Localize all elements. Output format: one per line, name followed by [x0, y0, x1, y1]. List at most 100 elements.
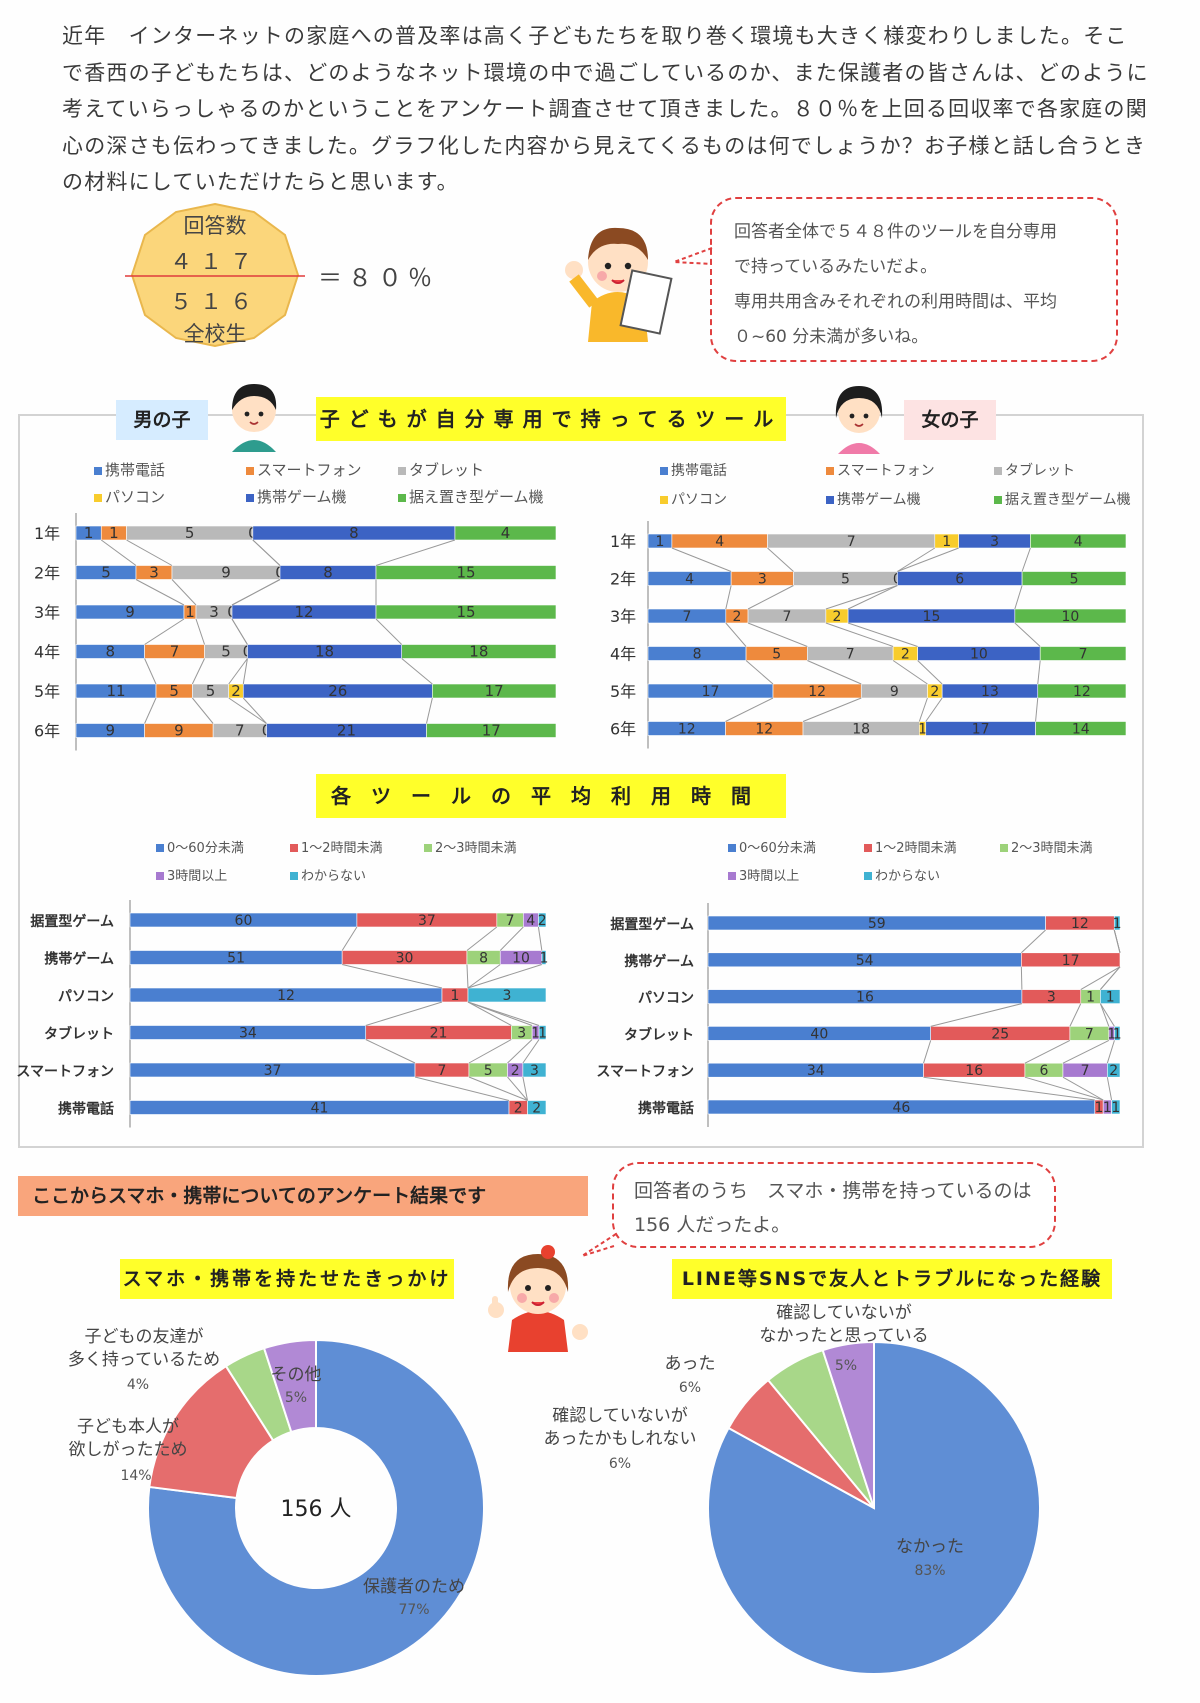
connector-line	[802, 697, 862, 722]
connector-line	[365, 1001, 443, 1026]
data-label: 2	[1109, 1063, 1118, 1079]
slice-label: 欲しがったため	[69, 1440, 188, 1460]
legend-label: 2～3時間未満	[1011, 841, 1093, 856]
girl-thumbs-up-illustration	[488, 1245, 588, 1352]
legend-label: 3時間以上	[167, 869, 227, 884]
slice-label: なかった	[896, 1537, 964, 1557]
data-label: 3	[503, 988, 512, 1004]
legend-label: 携帯電話	[105, 461, 165, 479]
legend-label: スマートフォン	[257, 461, 362, 479]
legend-label: 3時間以上	[739, 869, 799, 884]
data-label: 3	[1047, 990, 1056, 1006]
category-label: 5年	[34, 682, 60, 701]
bar-segment	[1114, 1026, 1121, 1041]
connector-line	[747, 622, 808, 647]
connector-line	[1020, 966, 1023, 990]
connector-line	[228, 697, 267, 724]
data-label: 1	[655, 534, 664, 550]
data-label: 15	[456, 564, 475, 582]
connector-line	[923, 1076, 1095, 1101]
connector-line	[767, 547, 794, 572]
connector-line	[522, 1039, 540, 1064]
data-label: 1	[539, 951, 548, 967]
connector-line	[522, 1076, 529, 1101]
bar-segment	[1035, 721, 1127, 736]
connector-line	[1069, 1003, 1082, 1027]
data-label: 8	[693, 647, 702, 663]
data-label: 4	[1074, 534, 1083, 550]
bar-segment	[1107, 1062, 1121, 1078]
legend-swatch	[1000, 844, 1008, 852]
category-label: 4年	[34, 643, 60, 662]
connector-line	[1100, 966, 1121, 990]
intro-line: 心の深さも伝わってきました。グラフ化した内容から見えてくるものは何でしょうか？お…	[62, 133, 1147, 158]
data-label: 8	[349, 524, 359, 542]
data-label: 5	[484, 1063, 493, 1079]
category-label: 携帯電話	[58, 1101, 114, 1118]
data-label: 5	[185, 524, 195, 542]
slice-label: 子どもの友達が	[85, 1327, 204, 1347]
slice-percent: 77%	[398, 1602, 429, 1618]
slice-percent: 4%	[127, 1377, 149, 1393]
connector-line	[231, 579, 281, 606]
connector-line	[191, 697, 214, 724]
intro-text: 近年 インターネットの家庭への普及率は高く子どもたちを取り巻く環境も大きく様変わ…	[62, 18, 1148, 201]
girl-face-illustration	[835, 386, 883, 454]
data-label: 9	[125, 603, 135, 621]
category-label: 1年	[610, 532, 636, 551]
bar-segment	[1113, 915, 1121, 931]
data-label: 51	[227, 951, 245, 967]
data-label: 7	[1079, 647, 1088, 663]
slice-percent: 5%	[285, 1390, 307, 1406]
pie-slice	[147, 1338, 485, 1677]
slice-label: なかったと思っている	[759, 1326, 928, 1346]
slice-percent: 6%	[609, 1456, 631, 1472]
connector-line	[892, 660, 928, 685]
connector-line	[499, 926, 524, 951]
data-label: 17	[1062, 953, 1080, 969]
data-label: 12	[1071, 916, 1089, 932]
data-label: 3	[209, 603, 219, 621]
data-label: 12	[277, 988, 295, 1004]
bubble-line: ０~60 分未満が多いね。	[734, 327, 929, 347]
boy-face-illustration	[232, 384, 277, 452]
bar-segment	[538, 912, 547, 928]
data-label: 7	[847, 534, 856, 550]
bar-segment	[1111, 1099, 1121, 1115]
legend-swatch	[826, 467, 834, 475]
legend-swatch	[994, 467, 1002, 475]
data-label: 10	[970, 647, 988, 663]
legend-label: 携帯ゲーム機	[257, 488, 347, 506]
data-label: 2	[833, 609, 842, 625]
category-label: タブレット	[44, 1026, 114, 1043]
legend-swatch	[156, 872, 164, 880]
response-ratio: 回答数 ４１７ ５１６ 全校生	[120, 200, 310, 354]
data-label: 2	[511, 1063, 520, 1079]
legend-label: タブレット	[409, 461, 484, 479]
pie-slice	[821, 1340, 875, 1509]
connector-line	[144, 618, 185, 645]
legend-swatch	[660, 496, 668, 504]
data-label: 1	[1107, 1026, 1116, 1042]
data-label: 1	[1095, 1100, 1104, 1116]
data-label: 54	[856, 953, 874, 969]
bar-segment	[375, 604, 557, 620]
data-label: 15	[456, 603, 475, 621]
connector-line	[1021, 547, 1031, 572]
data-label: 5	[221, 643, 231, 661]
legend-label: 据え置き型ゲーム機	[1005, 492, 1131, 508]
legend-swatch	[290, 872, 298, 880]
connector-line	[171, 579, 197, 606]
data-label: 1	[1111, 1100, 1120, 1116]
data-label: 21	[430, 1026, 448, 1042]
data-label: 7	[682, 609, 691, 625]
data-label: 1	[1106, 990, 1115, 1006]
bubble-line: 156 人だったよ。	[634, 1214, 791, 1236]
data-label: 12	[294, 603, 313, 621]
connector-line	[144, 697, 157, 724]
intro-line: 近年 インターネットの家庭への普及率は高く子どもたちを取り巻く環境も大きく様変わ…	[62, 24, 1128, 48]
legend-swatch	[156, 844, 164, 852]
category-label: 5年	[610, 682, 636, 701]
data-label: 5	[169, 682, 179, 700]
connector-line	[466, 964, 469, 989]
